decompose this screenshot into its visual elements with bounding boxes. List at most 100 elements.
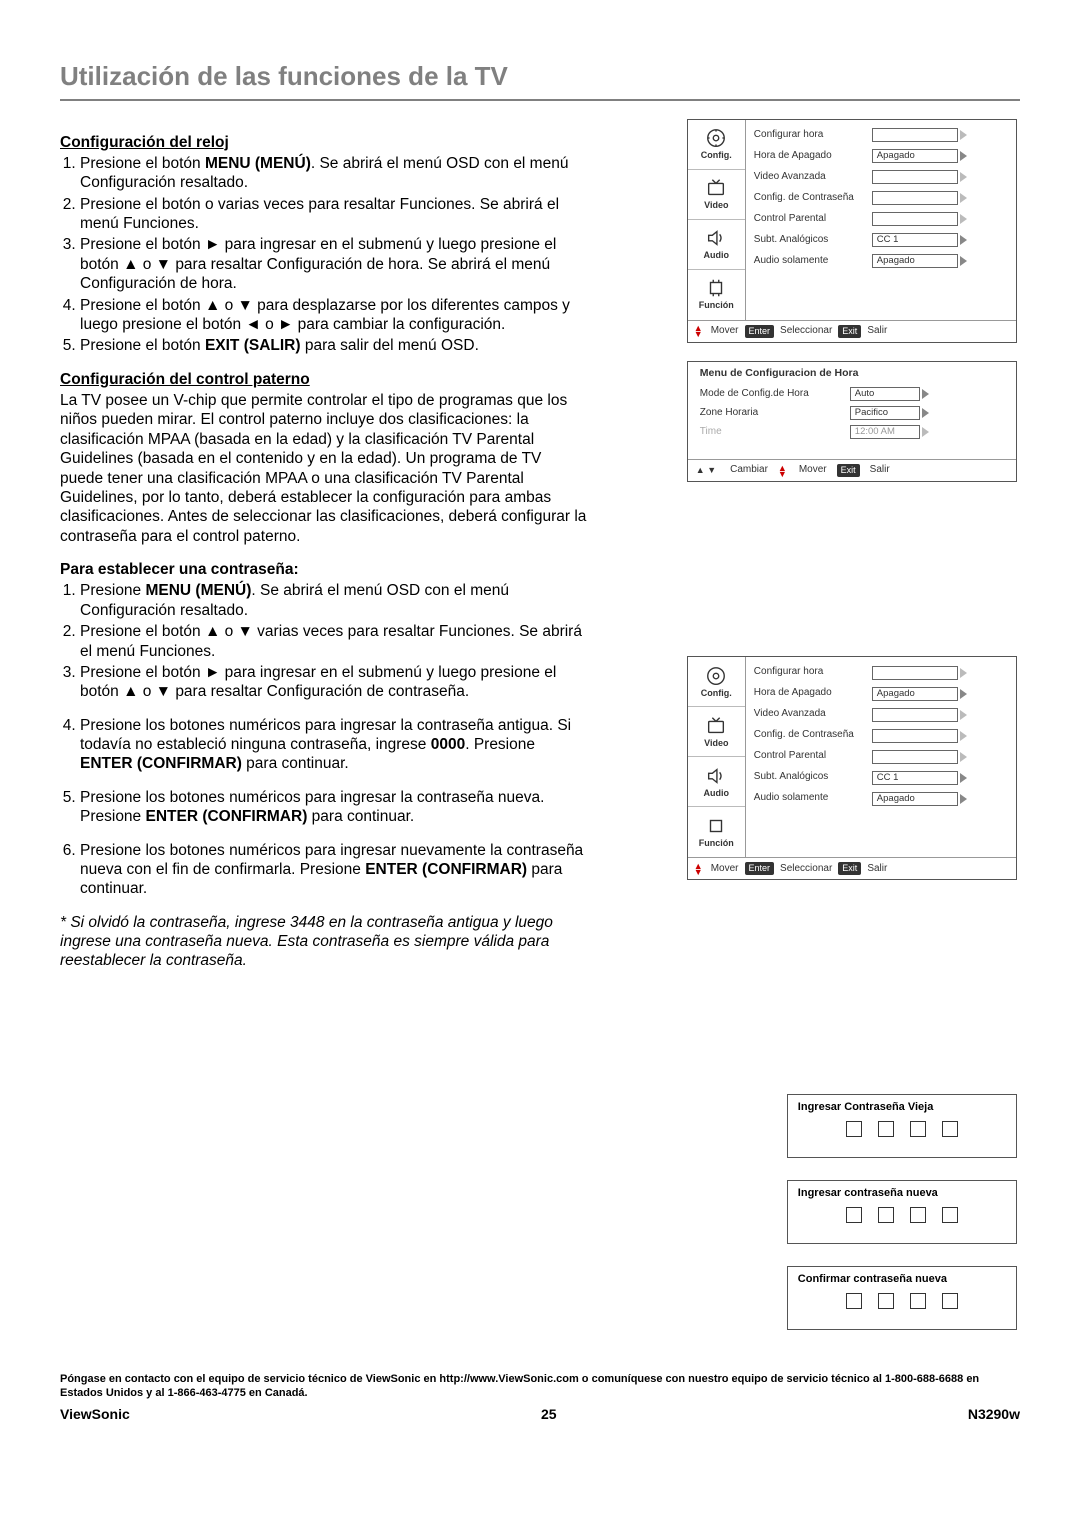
opt-field[interactable]	[872, 128, 958, 142]
footer-select: Seleccionar	[780, 863, 832, 876]
opt-field[interactable]	[872, 729, 958, 743]
gear-icon	[705, 665, 727, 687]
tab-label: Video	[704, 200, 728, 211]
pw-digit[interactable]	[942, 1207, 958, 1223]
pw-digit[interactable]	[910, 1121, 926, 1137]
osd-option-row[interactable]: Video Avanzada	[754, 705, 1010, 724]
osd-option-row[interactable]: Config. de Contraseña	[754, 726, 1010, 745]
tab-funcion[interactable]: Función	[688, 807, 745, 857]
osd-option-row[interactable]: Control Parental	[754, 210, 1010, 229]
section-clock-heading: Configuración del reloj	[60, 133, 588, 152]
osd-options: Configurar hora Hora de ApagadoApagado Vid…	[746, 120, 1016, 320]
arrows-icon: ▲▼	[694, 863, 703, 875]
opt-field[interactable]	[872, 170, 958, 184]
footer-mover: Mover	[711, 863, 739, 876]
time-option-row[interactable]: Zone HorariaPacifico	[700, 405, 1008, 422]
opt-field[interactable]: Pacifico	[850, 406, 920, 420]
pw-digit[interactable]	[846, 1121, 862, 1137]
pw-title: Ingresar contraseña nueva	[798, 1187, 1006, 1201]
osd-option-row[interactable]: Subt. AnalógicosCC 1	[754, 768, 1010, 787]
osd-option-row[interactable]: Hora de ApagadoApagado	[754, 684, 1010, 703]
clock-step: Presione el botón o varias veces para re…	[80, 195, 588, 234]
time-option-row[interactable]: Time12:00 AM	[700, 424, 1008, 441]
opt-field[interactable]: Apagado	[872, 149, 958, 163]
gear-icon	[705, 127, 727, 149]
pw-digit[interactable]	[910, 1207, 926, 1223]
pw-step: Presione el botón ▲ o ▼ varias veces par…	[80, 622, 588, 661]
pw-digit[interactable]	[846, 1293, 862, 1309]
pw-step: Presione el botón ► para ingresar en el …	[80, 663, 588, 702]
tab-audio[interactable]: Audio	[688, 220, 745, 270]
pw-digit[interactable]	[878, 1293, 894, 1309]
pw-digit[interactable]	[942, 1121, 958, 1137]
tv-icon	[705, 715, 727, 737]
tab-label: Config.	[701, 688, 732, 699]
password-footnote: * Si olvidó la contraseña, ingrese 3448 …	[60, 913, 588, 971]
pw-digit[interactable]	[846, 1207, 862, 1223]
section-password-heading: Para establecer una contraseña:	[60, 560, 588, 579]
footer-cambiar: Cambiar	[730, 464, 768, 477]
opt-field[interactable]: Auto	[850, 387, 920, 401]
footer-mover: Mover	[799, 464, 827, 477]
opt-label: Video Avanzada	[754, 708, 872, 721]
opt-label: Hora de Apagado	[754, 687, 872, 700]
footer-exit: Exit	[838, 325, 861, 338]
osd-option-row[interactable]: Subt. AnalógicosCC 1	[754, 231, 1010, 250]
opt-label: Mode de Config.de Hora	[700, 388, 850, 401]
pw-digit[interactable]	[910, 1293, 926, 1309]
tab-video[interactable]: Video	[688, 707, 745, 757]
osd-option-row[interactable]: Audio solamenteApagado	[754, 789, 1010, 808]
chip-icon	[705, 815, 727, 837]
opt-field[interactable]	[872, 191, 958, 205]
opt-label: Config. de Contraseña	[754, 729, 872, 742]
pw-step: Presione MENU (MENÚ). Se abrirá el menú …	[80, 581, 588, 620]
opt-label: Subt. Analógicos	[754, 234, 872, 247]
tab-config[interactable]: Config.	[688, 120, 745, 170]
brand: ViewSonic	[60, 1406, 130, 1424]
opt-field[interactable]: Apagado	[872, 687, 958, 701]
osd-option-row[interactable]: Config. de Contraseña	[754, 189, 1010, 208]
opt-label: Subt. Analógicos	[754, 771, 872, 784]
clock-step: Presione el botón EXIT (SALIR) para sali…	[80, 336, 588, 355]
opt-field[interactable]: 12:00 AM	[850, 425, 920, 439]
tab-audio[interactable]: Audio	[688, 757, 745, 807]
tab-label: Función	[699, 300, 734, 311]
pw-step: Presione los botones numéricos para ingr…	[80, 788, 588, 827]
opt-field[interactable]	[872, 708, 958, 722]
right-column: Config. Video Audio Función	[604, 119, 1017, 1352]
time-option-row[interactable]: Mode de Config.de HoraAuto	[700, 386, 1008, 403]
tab-video[interactable]: Video	[688, 170, 745, 220]
opt-field[interactable]: CC 1	[872, 771, 958, 785]
pw-title: Ingresar Contraseña Vieja	[798, 1101, 1006, 1115]
password-confirm-panel: Confirmar contraseña nueva	[787, 1266, 1017, 1330]
osd-option-row[interactable]: Configurar hora	[754, 126, 1010, 145]
footer-enter: Enter	[745, 325, 775, 338]
opt-field[interactable]: Apagado	[872, 254, 958, 268]
opt-field[interactable]	[872, 750, 958, 764]
opt-field[interactable]: CC 1	[872, 233, 958, 247]
pw-title: Confirmar contraseña nueva	[798, 1273, 1006, 1287]
osd-option-row[interactable]: Control Parental	[754, 747, 1010, 766]
osd-option-row[interactable]: Video Avanzada	[754, 168, 1010, 187]
footer-salir: Salir	[867, 863, 887, 876]
opt-field[interactable]	[872, 666, 958, 680]
opt-label: Config. de Contraseña	[754, 192, 872, 205]
pw-digit[interactable]	[878, 1207, 894, 1223]
tab-funcion[interactable]: Función	[688, 270, 745, 320]
opt-field[interactable]	[872, 212, 958, 226]
tab-label: Video	[704, 738, 728, 749]
footer-exit: Exit	[838, 862, 861, 875]
parental-para: La TV posee un V-chip que permite contro…	[60, 391, 588, 546]
speaker-icon	[705, 227, 727, 249]
opt-field[interactable]: Apagado	[872, 792, 958, 806]
pw-digit[interactable]	[942, 1293, 958, 1309]
opt-label: Control Parental	[754, 213, 872, 226]
osd-option-row[interactable]: Audio solamenteApagado	[754, 252, 1010, 271]
pw-digit[interactable]	[878, 1121, 894, 1137]
arrows-lr-icon: ▲ ▼	[696, 465, 716, 476]
password-steps-a: Presione MENU (MENÚ). Se abrirá el menú …	[60, 581, 588, 701]
time-config-panel: Menu de Configuracion de Hora Mode de Co…	[687, 361, 1017, 482]
osd-option-row[interactable]: Hora de ApagadoApagado	[754, 147, 1010, 166]
tab-config[interactable]: Config.	[688, 657, 745, 707]
osd-option-row[interactable]: Configurar hora	[754, 663, 1010, 682]
